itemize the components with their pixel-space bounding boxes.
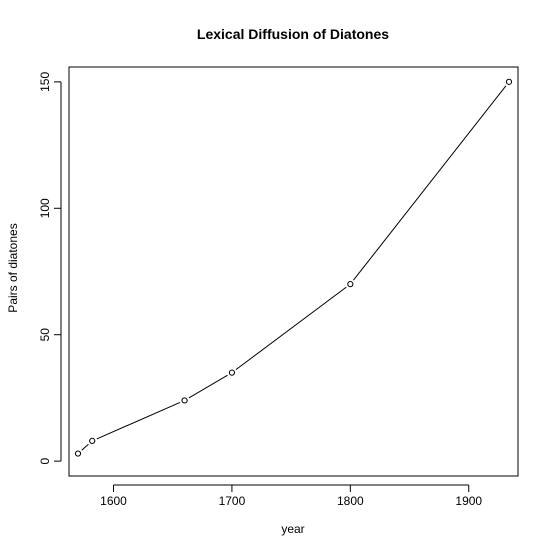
plot-frame <box>68 66 519 477</box>
y-axis-label: Pairs of diatones <box>6 223 20 312</box>
y-tick-label: 100 <box>38 198 52 218</box>
series-line-segment <box>235 286 347 371</box>
series-line-segment <box>188 374 228 399</box>
x-tick-label: 1700 <box>219 494 246 508</box>
data-point <box>89 437 96 445</box>
y-tick-label: 50 <box>38 328 52 342</box>
x-axis-label: year <box>281 522 304 536</box>
data-point <box>505 78 513 85</box>
plot-area <box>74 78 513 457</box>
data-point <box>228 369 236 376</box>
x-tick-label: 1600 <box>100 494 127 508</box>
chart-title: Lexical Diffusion of Diatones <box>197 26 389 42</box>
series-line-segment <box>353 85 507 281</box>
y-axis: 0 50 100 150 <box>38 72 62 464</box>
y-tick-label: 0 <box>38 457 52 464</box>
x-tick-label: 1800 <box>337 494 364 508</box>
data-point <box>347 281 354 288</box>
series-line-segment <box>96 401 181 440</box>
x-axis: 1600 1700 1800 1900 <box>100 484 482 508</box>
x-tick-label: 1900 <box>455 494 482 508</box>
y-tick-label: 150 <box>38 72 52 92</box>
data-point <box>181 397 188 404</box>
series-line-segment <box>81 443 89 451</box>
data-point <box>74 450 82 457</box>
